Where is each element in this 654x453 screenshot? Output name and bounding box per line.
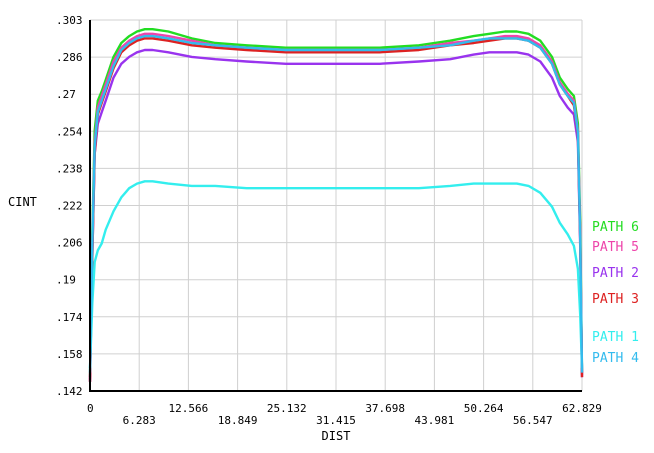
y-tick-label: .238 [56, 162, 83, 175]
series-line-path-2 [88, 48, 584, 382]
x-tick-label: 37.698 [365, 402, 405, 415]
x-tick-label: 62.829 [562, 402, 602, 415]
x-tick-label: 0 [87, 402, 94, 415]
legend-entry-path-3: PATH 3 [592, 292, 639, 307]
legend-entry-path-2: PATH 2 [592, 266, 639, 281]
y-tick-label: .27 [56, 88, 76, 101]
series-line-path-4 [88, 34, 584, 373]
chart-axes [89, 20, 582, 392]
x-tick-label: 6.283 [123, 414, 156, 427]
y-tick-labels: .142 .158 .174 .19 .206 .222 .238 .254 .27 .286 .3… [56, 14, 83, 398]
x-tick-label: 43.981 [415, 414, 455, 427]
y-tick-label: .19 [56, 274, 76, 287]
legend-entry-path-1: PATH 1 [592, 330, 639, 345]
y-tick-label: .254 [56, 125, 83, 138]
x-tick-label: 25.132 [267, 402, 307, 415]
series-line-path-6 [88, 28, 584, 378]
x-tick-label: 56.547 [513, 414, 553, 427]
y-tick-label: .174 [56, 311, 83, 324]
x-tick-label: 50.264 [464, 402, 504, 415]
x-tick-label: 18.849 [218, 414, 258, 427]
x-tick-labels: 0 6.283 12.566 18.849 25.132 31.415 37.698 43.9… [87, 402, 602, 427]
y-tick-label: .286 [56, 51, 83, 64]
series-line-path-1 [88, 180, 584, 369]
x-axis-title: DIST [322, 429, 351, 443]
y-tick-label: .206 [56, 237, 83, 250]
y-axis-title: CINT [8, 195, 37, 209]
y-tick-label: .158 [56, 348, 83, 361]
x-tick-label: 12.566 [169, 402, 209, 415]
chart-grid [89, 19, 583, 392]
y-tick-label: .303 [56, 14, 83, 27]
legend-entry-path-5: PATH 5 [592, 240, 639, 255]
x-tick-label: 31.415 [316, 414, 356, 427]
legend-entry-path-4: PATH 4 [592, 351, 639, 366]
y-tick-label: .222 [56, 200, 83, 213]
y-tick-label: .142 [56, 385, 83, 398]
legend-entry-path-6: PATH 6 [592, 220, 639, 235]
chart-series [88, 28, 584, 382]
chart-legend: PATH 6 PATH 5 PATH 2 PATH 3 PATH 1 PATH 4 [592, 220, 639, 366]
